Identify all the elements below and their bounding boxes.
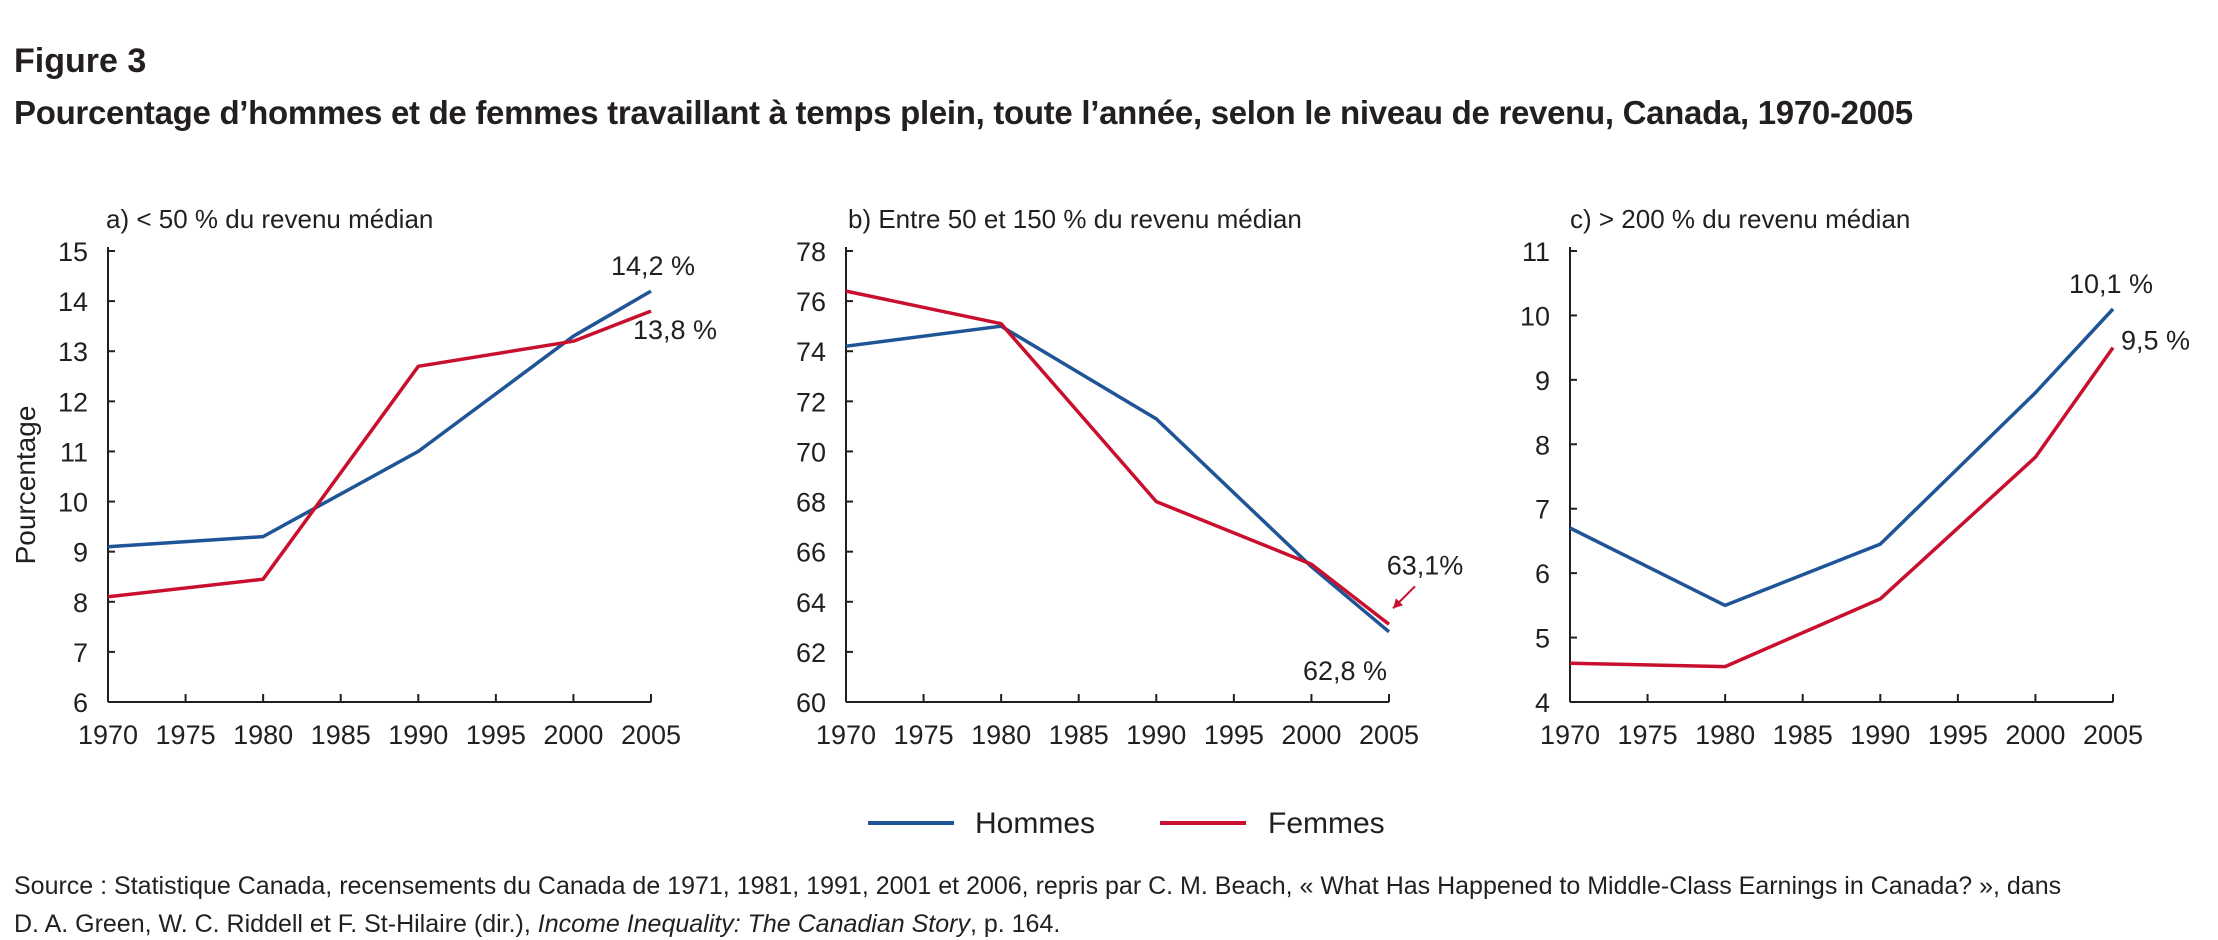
y-tick-label: 11 [1522,237,1550,267]
x-tick-label: 1975 [156,720,216,750]
x-tick-label: 2005 [2083,720,2143,750]
x-tick-label: 2000 [2005,720,2065,750]
chart-panel-2: b) Entre 50 et 150 % du revenu médian 60 6… [796,204,1463,750]
x-tick-label: 1985 [1049,720,1109,750]
x-tick-label: 1990 [388,720,448,750]
y-tick-label: 74 [796,337,826,367]
y-tick-label: 10 [1520,301,1550,331]
x-tick-label: 1985 [311,720,371,750]
end-value-label: 9,5 % [2121,326,2190,356]
y-tick-label: 9 [73,538,88,568]
series-line-femmes [845,289,1391,626]
y-tick-label: 5 [1535,624,1550,654]
end-value-label: 10,1 % [2069,269,2153,299]
x-tick-label: 2000 [543,720,603,750]
series-line-hommes [1569,307,2115,608]
x-tick-label: 1970 [78,720,138,750]
charts-canvas: Pourcentage a) < 50 % du revenu médian 6 7… [10,204,2190,840]
x-tick-label: 1975 [894,720,954,750]
x-tick-label: 1970 [816,720,876,750]
panel-title: a) < 50 % du revenu médian [106,204,433,234]
x-tick-label: 1990 [1850,720,1910,750]
figure-label: Figure 3 [14,42,147,80]
panel-title: b) Entre 50 et 150 % du revenu médian [848,204,1302,234]
y-tick-label: 8 [73,588,88,618]
end-value-label: 13,8 % [633,315,717,345]
y-tick-label: 66 [796,538,826,568]
x-tick-label: 1980 [971,720,1031,750]
y-tick-label: 70 [796,437,826,467]
x-tick-label: 2005 [621,720,681,750]
source-line-2: D. A. Green, W. C. Riddell et F. St-Hila… [14,910,1060,939]
y-tick-label: 9 [1535,366,1550,396]
legend: Hommes Femmes [868,807,1385,840]
y-tick-label: 12 [58,387,88,417]
y-tick-label: 11 [60,437,88,467]
y-tick-label: 7 [73,638,88,668]
series-line-hommes [845,324,1391,634]
legend-label-hommes: Hommes [975,807,1095,840]
x-tick-label: 1980 [233,720,293,750]
y-tick-label: 13 [58,337,88,367]
chart-panel-1: a) < 50 % du revenu médian 6 7 8 9 10 11 12 13 14… [58,204,717,750]
y-tick-label: 10 [58,488,88,518]
y-tick-label: 15 [58,237,88,267]
chart-panels: a) < 50 % du revenu médian67891011121314… [58,204,2190,750]
x-tick-label: 1995 [466,720,526,750]
x-tick-label: 1985 [1773,720,1833,750]
panel-title: c) > 200 % du revenu médian [1570,204,1910,234]
source-reference-prefix: D. A. Green, W. C. Riddell et F. St-Hila… [14,910,538,938]
legend-label-femmes: Femmes [1268,807,1385,840]
end-value-label: 62,8 % [1303,656,1387,686]
source-reference-suffix: , p. 164. [969,910,1061,938]
chart-panel-3: c) > 200 % du revenu médian 4 5 6 7 8 9 10 11 197… [1520,204,2190,750]
figure-title: Pourcentage d’hommes et de femmes travai… [14,94,1913,131]
x-tick-label: 1975 [1618,720,1678,750]
x-tick-label: 1995 [1204,720,1264,750]
x-tick-label: 1970 [1540,720,1600,750]
y-tick-label: 68 [796,488,826,518]
y-axis-label: Pourcentage [10,406,41,565]
y-tick-label: 64 [796,588,826,618]
y-tick-label: 7 [1535,495,1550,525]
end-value-label: 14,2 % [611,251,695,281]
series-line-femmes [1569,346,2115,669]
y-tick-label: 78 [796,237,826,267]
x-tick-label: 1990 [1126,720,1186,750]
x-tick-label: 1995 [1928,720,1988,750]
series-line-hommes [107,289,652,549]
y-tick-label: 6 [73,688,88,718]
y-tick-label: 14 [58,287,88,317]
y-tick-label: 72 [796,387,826,417]
y-tick-label: 62 [796,638,826,668]
series-line-femmes [107,309,652,599]
y-tick-label: 4 [1535,688,1550,718]
end-value-label: 63,1% [1387,550,1464,580]
y-tick-label: 76 [796,287,826,317]
x-tick-label: 1980 [1695,720,1755,750]
source-line-1: Source : Statistique Canada, recensement… [14,872,2062,900]
y-tick-label: 6 [1535,559,1550,589]
y-tick-label: 8 [1535,430,1550,460]
x-tick-label: 2005 [1359,720,1419,750]
source-book-title: Income Inequality: The Canadian Story [537,910,970,938]
x-tick-label: 2000 [1281,720,1341,750]
y-tick-label: 60 [796,688,826,718]
annotation-arrowhead [1393,598,1403,609]
